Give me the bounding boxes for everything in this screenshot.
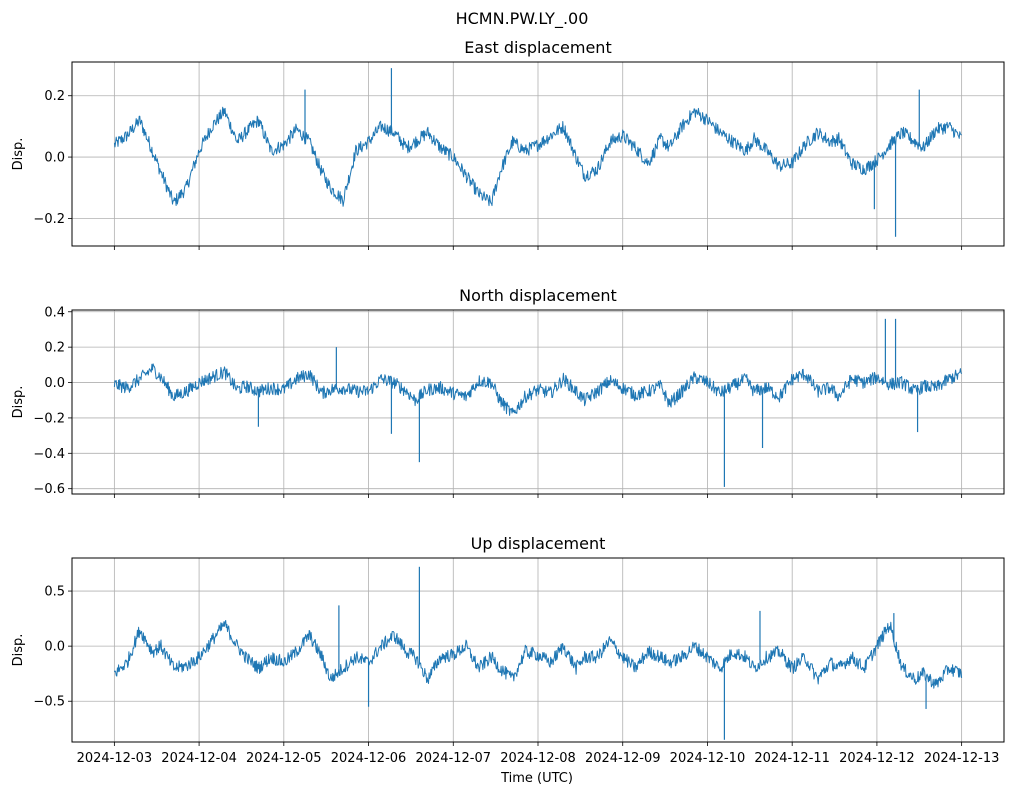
y-tick-label: −0.5 <box>33 695 65 710</box>
x-axis-label: Time (UTC) <box>500 771 573 786</box>
series-line <box>113 620 963 689</box>
y-tick-label: −0.2 <box>33 411 65 426</box>
x-tick-label: 2024-12-07 <box>415 751 491 766</box>
x-tick-label: 2024-12-03 <box>77 751 153 766</box>
y-tick-label: −0.6 <box>33 482 65 497</box>
panel-title: East displacement <box>464 38 611 57</box>
panels-group: −0.2 0.0 0.2 East displacement Disp. −0.6 −0.4… <box>11 38 1005 766</box>
series-line <box>113 106 962 207</box>
x-tick-label: 2024-12-12 <box>839 751 915 766</box>
y-axis-label: Disp. <box>11 634 26 667</box>
figure-suptitle: HCMN.PW.LY_.00 <box>456 9 589 29</box>
x-tick-label: 2024-12-10 <box>670 751 746 766</box>
panel-title: North displacement <box>459 286 617 305</box>
axes-frame <box>71 557 1005 743</box>
axes-frame <box>71 61 1005 247</box>
panel-2: −0.6 −0.4 −0.2 0.0 0.2 0.4 North displacement D… <box>11 286 1005 498</box>
y-tick-label: 0.0 <box>44 151 65 166</box>
y-tick-label: −0.2 <box>33 212 65 227</box>
axes-frame <box>71 309 1005 495</box>
y-tick-label: 0.0 <box>44 640 65 655</box>
y-tick-label: 0.2 <box>44 341 65 356</box>
y-tick-label: −0.4 <box>33 447 65 462</box>
panel-1: −0.2 0.0 0.2 East displacement Disp. <box>11 38 1005 250</box>
x-tick-label: 2024-12-06 <box>331 751 407 766</box>
y-tick-label: 0.5 <box>44 585 65 600</box>
y-axis-label: Disp. <box>11 386 26 419</box>
y-tick-label: 0.4 <box>44 305 65 320</box>
series-line <box>113 363 963 416</box>
x-tick-label: 2024-12-09 <box>585 751 661 766</box>
y-tick-label: 0.0 <box>44 376 65 391</box>
x-tick-label: 2024-12-11 <box>754 751 830 766</box>
panel-3: 2024-12-03 2024-12-04 2024-12-05 2024-12-06… <box>11 534 1005 766</box>
x-tick-label: 2024-12-08 <box>500 751 576 766</box>
x-tick-label: 2024-12-05 <box>246 751 322 766</box>
y-tick-label: 0.2 <box>44 89 65 104</box>
x-tick-label: 2024-12-04 <box>161 751 237 766</box>
x-tick-label: 2024-12-13 <box>924 751 1000 766</box>
y-axis-label: Disp. <box>11 138 26 171</box>
panel-title: Up displacement <box>471 534 606 553</box>
